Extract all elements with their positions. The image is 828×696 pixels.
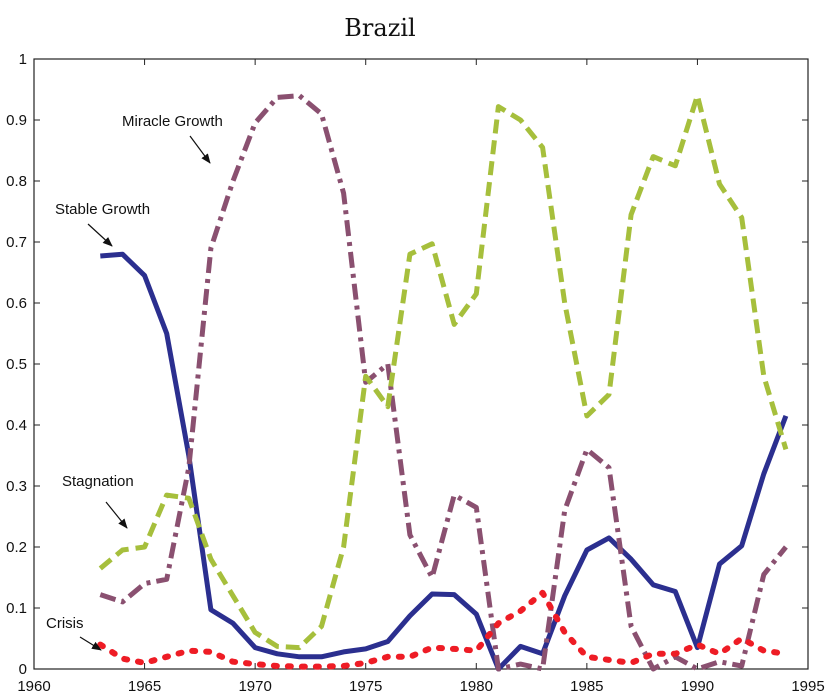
y-tick-label: 0.3: [6, 478, 27, 495]
annotation-crisis: Crisis: [46, 615, 84, 632]
annotation-arrow-stagnation: [105, 501, 128, 529]
annotation-stable-growth: Stable Growth: [55, 201, 150, 218]
y-tick-label: 0.8: [6, 173, 27, 190]
x-tick-label: 1970: [238, 678, 271, 695]
x-tick-label: 1985: [570, 678, 603, 695]
y-tick-label: 0.9: [6, 112, 27, 129]
x-tick-label: 1990: [681, 678, 714, 695]
x-tick-label: 1975: [349, 678, 382, 695]
y-tick-label: 1: [19, 51, 27, 68]
x-tick-label: 1965: [128, 678, 161, 695]
series-layer: [97, 93, 789, 672]
annotation-layer: Miracle Growth Stable Growth Stagnation …: [46, 113, 223, 651]
y-tick-label: 0.5: [6, 356, 27, 373]
series-line-stagnation: [98, 93, 789, 651]
series-line-stable-growth: [100, 251, 789, 672]
x-tick-label: 1995: [791, 678, 824, 695]
y-tick-label: 0.6: [6, 295, 27, 312]
annotation-arrow-miracle-growth: [189, 135, 211, 164]
series-line-crisis: [97, 589, 789, 670]
y-tick-label: 0.1: [6, 600, 27, 617]
y-tick-label: 0.4: [6, 417, 27, 434]
y-tick-label: 0.2: [6, 539, 27, 556]
annotation-stagnation: Stagnation: [62, 473, 134, 490]
annotation-arrow-crisis: [79, 636, 102, 651]
x-tick-label: 1960: [17, 678, 50, 695]
y-tick-label: 0.7: [6, 234, 27, 251]
chart-title: Brazil: [344, 14, 415, 42]
series-line-miracle-growth: [99, 93, 788, 672]
plot-frame: [33, 58, 809, 670]
axis-ticks: 1960 1965 1970 1975 1980 1985 1990 1995 0 0.1 0.2 0…: [6, 51, 825, 695]
annotation-arrow-stable-growth: [87, 223, 113, 247]
y-tick-label: 0: [19, 661, 27, 678]
x-tick-label: 1980: [460, 678, 493, 695]
annotation-miracle-growth: Miracle Growth: [122, 113, 223, 130]
